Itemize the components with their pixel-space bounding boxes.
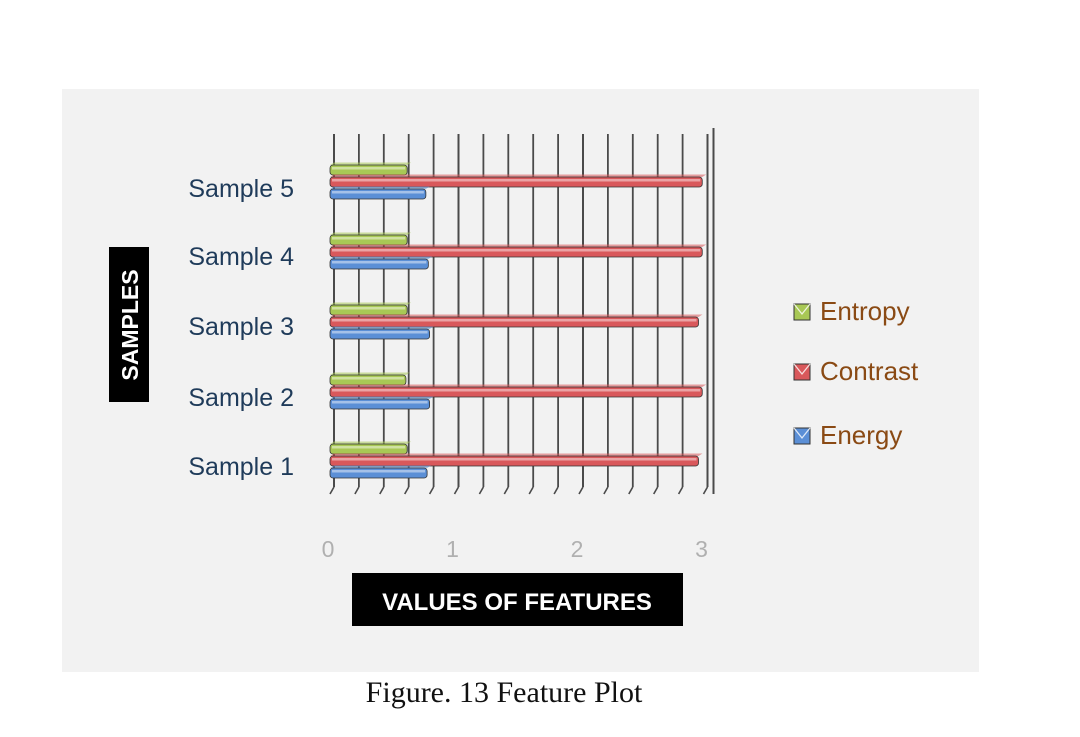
y-axis-title: SAMPLES	[117, 269, 143, 380]
grid-line-foot	[478, 486, 485, 495]
y-tick-label: Sample 3	[188, 313, 294, 341]
bar-contrast-sample-3	[329, 314, 703, 328]
bar-entropy-sample-2	[329, 372, 410, 386]
grid-line-foot	[603, 486, 609, 495]
bar-contrast-sample-5	[329, 174, 707, 188]
y-tick-label: Sample 2	[188, 384, 294, 412]
figure-caption: Figure. 13 Feature Plot	[365, 676, 643, 709]
bar-contrast-sample-1	[329, 453, 703, 467]
bar-entropy-sample-5	[329, 162, 412, 176]
feature-bar-chart: Sample 1 Sample 2 Sample 3 Sample 4 Sample 5…	[109, 128, 919, 626]
legend-label: Entropy	[820, 296, 910, 326]
legend-item-contrast: Contrast	[793, 356, 919, 386]
bar-contrast-sample-4	[329, 244, 707, 258]
grid-line-foot	[428, 486, 435, 495]
y-tick-label: Sample 5	[188, 175, 294, 203]
grid-lines	[329, 128, 715, 495]
bar-contrast-sample-2	[329, 384, 707, 398]
bar-entropy-sample-3	[329, 302, 412, 316]
x-tick-label: 1	[446, 536, 459, 562]
grid-line-foot	[503, 486, 509, 495]
grid-line-foot	[553, 486, 559, 495]
grid-line-foot	[354, 486, 360, 495]
legend-item-energy: Energy	[793, 420, 902, 450]
bar-entropy-sample-1	[329, 441, 412, 455]
bar-energy-sample-3	[329, 326, 434, 340]
y-tick-label: Sample 4	[188, 243, 294, 271]
grid-line-foot	[653, 486, 659, 495]
bar-entropy-sample-4	[329, 232, 412, 246]
x-tick-label: 2	[571, 536, 584, 562]
grid-line-foot	[404, 486, 410, 495]
legend-label: Contrast	[820, 356, 919, 386]
legend: Entropy Contrast Energy	[793, 296, 919, 450]
grid-line-foot	[677, 486, 684, 495]
x-tick-label: 0	[322, 536, 335, 562]
bars	[329, 162, 707, 479]
legend-label: Energy	[820, 420, 902, 450]
x-tick-labels: 0 1 2 3	[322, 536, 708, 562]
legend-item-entropy: Entropy	[793, 296, 910, 326]
axis-labels: Sample 1 Sample 2 Sample 3 Sample 4 Sample 5	[188, 175, 294, 481]
x-axis-title: VALUES OF FEATURES	[382, 589, 652, 616]
x-tick-label: 3	[695, 536, 708, 562]
grid-line-foot	[702, 486, 709, 495]
y-axis-title-box: SAMPLES	[109, 247, 149, 402]
bar-energy-sample-2	[329, 396, 434, 410]
grid-line-foot	[453, 486, 460, 495]
bar-energy-sample-4	[329, 256, 433, 270]
grid-line-foot	[578, 486, 584, 495]
x-axis-title-box: VALUES OF FEATURES	[352, 573, 683, 626]
bar-energy-sample-1	[329, 465, 432, 479]
y-tick-label: Sample 1	[188, 453, 294, 481]
bar-energy-sample-5	[329, 186, 430, 200]
chart-panel: Sample 1 Sample 2 Sample 3 Sample 4 Sample 5…	[62, 89, 979, 672]
grid-line-foot	[379, 486, 385, 495]
grid-line-foot	[628, 486, 634, 495]
grid-line-foot	[528, 486, 534, 495]
grid-line-foot	[329, 486, 335, 495]
